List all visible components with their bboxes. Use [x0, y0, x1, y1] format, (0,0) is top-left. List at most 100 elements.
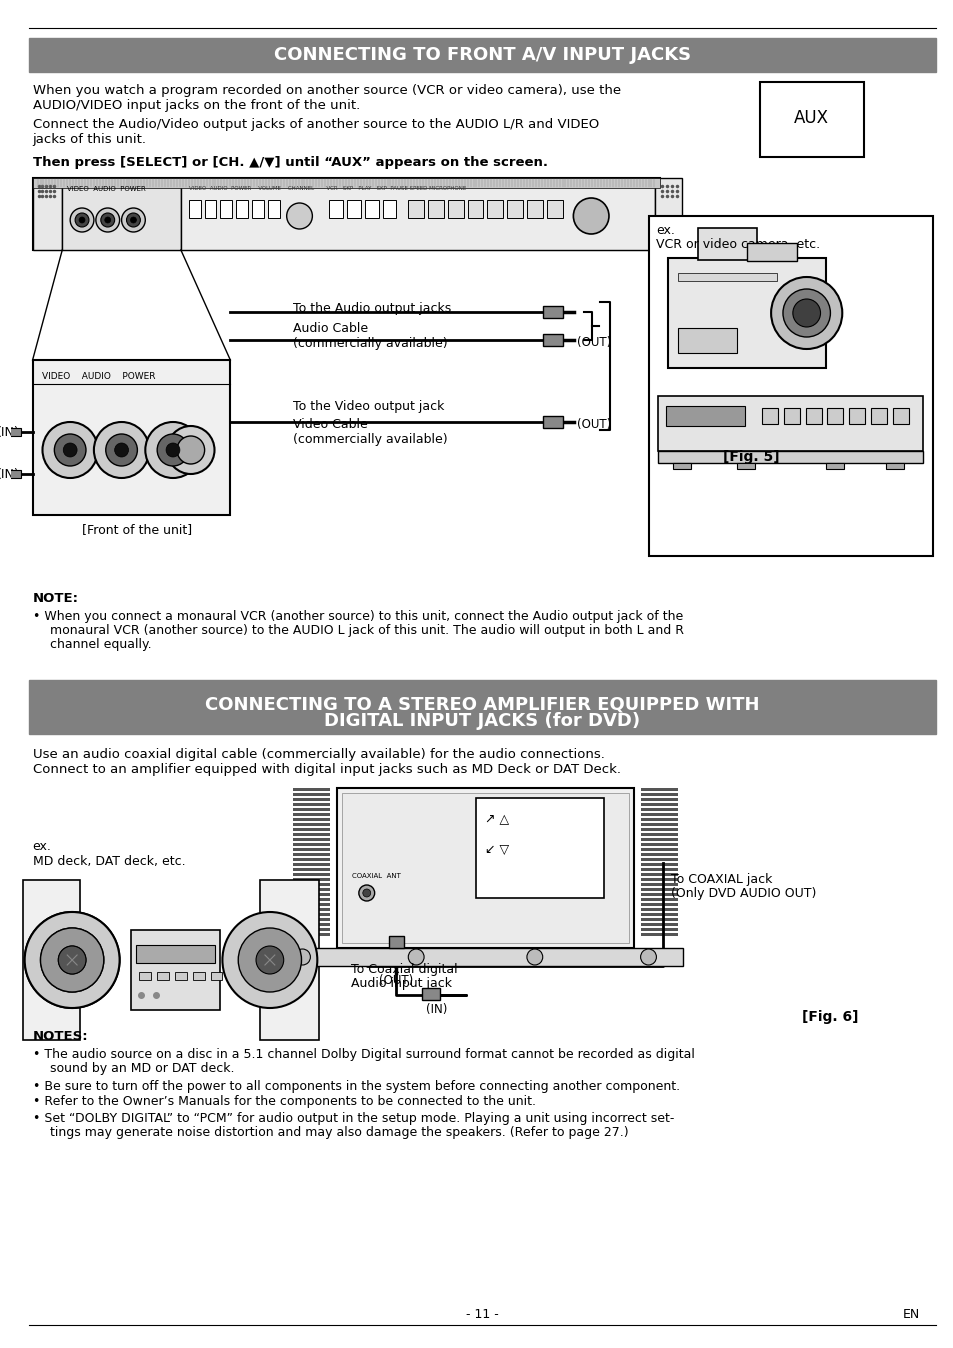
Bar [678, 328, 737, 353]
Bar [382, 200, 396, 218]
Bar [639, 828, 678, 830]
Bar [639, 813, 678, 816]
Bar [639, 868, 678, 871]
Bar [204, 200, 216, 218]
Text: When you watch a program recorded on another source (VCR or video camera), use t: When you watch a program recorded on ano… [32, 84, 620, 97]
Bar [293, 923, 330, 926]
Text: - 11 -: - 11 - [466, 1308, 498, 1321]
Bar [342, 793, 628, 944]
Text: ex.: ex. [32, 840, 51, 853]
Bar [181, 178, 655, 249]
Text: monaural VCR (another source) to the AUDIO L jack of this unit. The audio will o: monaural VCR (another source) to the AUD… [51, 624, 683, 638]
Text: sound by an MD or DAT deck.: sound by an MD or DAT deck. [51, 1062, 234, 1074]
Bar [698, 228, 757, 260]
Bar [293, 927, 330, 931]
Bar [526, 200, 542, 218]
Bar [5, 429, 21, 435]
Circle shape [286, 204, 312, 229]
Text: (OUT): (OUT) [378, 975, 413, 987]
Circle shape [131, 217, 136, 222]
Circle shape [93, 422, 149, 479]
Bar [658, 452, 923, 462]
Circle shape [782, 288, 829, 337]
Bar [293, 833, 330, 836]
Bar [157, 972, 169, 980]
Text: ↗ △: ↗ △ [485, 813, 509, 826]
Circle shape [526, 949, 542, 965]
Bar [211, 972, 222, 980]
Text: ex.: ex. [656, 224, 675, 237]
Bar [639, 857, 678, 861]
Bar [639, 888, 678, 891]
Bar [639, 789, 678, 791]
Bar [848, 408, 864, 425]
Text: (IN): (IN) [0, 468, 20, 481]
Bar [746, 243, 796, 262]
Bar [293, 918, 330, 921]
Bar [29, 679, 935, 735]
Circle shape [358, 886, 375, 900]
Circle shape [58, 946, 86, 975]
Bar [293, 903, 330, 906]
Bar [288, 948, 682, 967]
Text: EN: EN [902, 1308, 920, 1321]
Bar [32, 178, 62, 249]
Text: channel equally.: channel equally. [51, 638, 152, 651]
Bar [673, 462, 690, 469]
Circle shape [127, 213, 140, 226]
Text: (Only DVD AUDIO OUT): (Only DVD AUDIO OUT) [671, 887, 816, 900]
Bar [408, 200, 424, 218]
Text: To the Video output jack: To the Video output jack [293, 400, 443, 412]
Bar [639, 898, 678, 900]
Text: [Fig. 6]: [Fig. 6] [801, 1010, 858, 1024]
Text: (commercially available): (commercially available) [293, 433, 447, 446]
Bar [428, 200, 443, 218]
Bar [32, 178, 659, 187]
Text: To the Audio output jacks: To the Audio output jacks [293, 302, 451, 315]
Bar [293, 868, 330, 871]
Circle shape [79, 217, 85, 222]
Text: Connect to an amplifier equipped with digital input jacks such as MD Deck or DAT: Connect to an amplifier equipped with di… [32, 763, 620, 776]
Text: jacks of this unit.: jacks of this unit. [32, 133, 147, 146]
Circle shape [121, 208, 145, 232]
Bar [421, 988, 439, 1000]
Bar [260, 880, 319, 1041]
Bar [29, 38, 935, 71]
Bar [737, 462, 755, 469]
Bar [293, 888, 330, 891]
Text: tings may generate noise distortion and may also damage the speakers. (Refer to : tings may generate noise distortion and … [51, 1126, 628, 1139]
Bar [268, 200, 279, 218]
Bar [293, 838, 330, 841]
Bar [293, 909, 330, 911]
Bar [252, 200, 264, 218]
Text: COAXIAL  ANT: COAXIAL ANT [352, 874, 400, 879]
Bar [639, 793, 678, 797]
Bar [293, 913, 330, 917]
Circle shape [145, 422, 200, 479]
Circle shape [362, 888, 371, 896]
Circle shape [408, 949, 424, 965]
Bar [639, 807, 678, 811]
Bar [189, 200, 200, 218]
Bar [639, 818, 678, 821]
Bar [639, 892, 678, 896]
Text: AUDIO/VIDEO input jacks on the front of the unit.: AUDIO/VIDEO input jacks on the front of … [32, 98, 359, 112]
Bar [639, 923, 678, 926]
Text: AUX: AUX [793, 109, 828, 127]
Circle shape [40, 927, 104, 992]
Circle shape [106, 434, 137, 466]
Bar [293, 789, 330, 791]
Text: • Refer to the Owner’s Manuals for the components to be connected to the unit.: • Refer to the Owner’s Manuals for the c… [32, 1095, 535, 1108]
Bar [5, 470, 21, 479]
Bar [639, 909, 678, 911]
Bar [347, 200, 360, 218]
Bar [293, 874, 330, 876]
Circle shape [255, 946, 283, 975]
Bar [825, 462, 843, 469]
Bar [639, 838, 678, 841]
Text: • The audio source on a disc in a 5.1 channel Dolby Digital surround format cann: • The audio source on a disc in a 5.1 ch… [32, 1047, 694, 1061]
Text: (IN): (IN) [426, 1003, 447, 1016]
Bar [329, 200, 343, 218]
Circle shape [71, 208, 93, 232]
Bar [639, 848, 678, 851]
